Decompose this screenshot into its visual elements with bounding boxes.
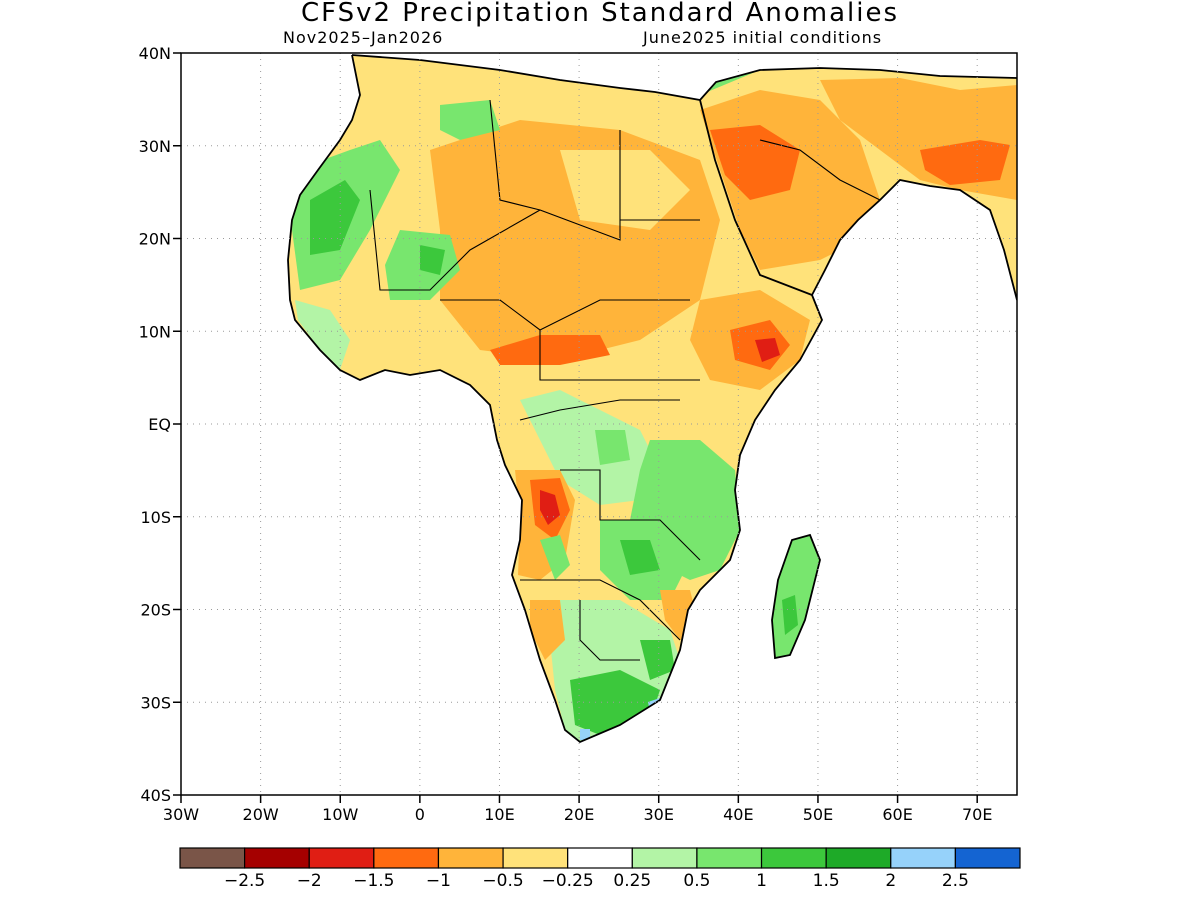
lat-label: 20N — [139, 230, 171, 249]
colorbar-swatch — [760, 847, 827, 869]
colorbar-swatch — [244, 847, 310, 869]
lat-label: 40S — [140, 786, 171, 805]
colorbar-label: 2.5 — [942, 871, 969, 891]
initial-conditions: June2025 initial conditions — [643, 28, 883, 47]
lat-label: EQ — [148, 415, 171, 434]
lon-label: 20W — [243, 805, 279, 824]
colorbar-label: −2 — [297, 871, 322, 891]
colorbar-label: −1.5 — [353, 871, 394, 891]
colorbar-swatch — [954, 847, 1021, 869]
colorbar-swatch — [825, 847, 892, 869]
lon-label: 60E — [882, 805, 912, 824]
colorbar-swatch — [567, 847, 633, 869]
colorbar-label: −0.25 — [542, 871, 594, 891]
colorbar-label: −2.5 — [224, 871, 265, 891]
country-borders — [369, 99, 881, 661]
lon-label: 30W — [163, 805, 199, 824]
lat-label: 30S — [140, 693, 171, 712]
colorbar-label: 1.5 — [813, 871, 840, 891]
lon-label: 50E — [803, 805, 833, 824]
colorbar-swatch — [373, 847, 440, 869]
colorbar-swatch — [179, 847, 246, 869]
lat-label: 40N — [139, 44, 171, 63]
lat-label: 10N — [139, 322, 171, 341]
colorbar-swatch — [437, 847, 504, 869]
grid-lines — [181, 53, 1017, 795]
colorbar-swatch — [696, 847, 763, 869]
colorbar-label: −0.5 — [482, 871, 523, 891]
colorbar-label: −1 — [426, 871, 451, 891]
lat-label: 20S — [140, 601, 171, 620]
lon-label: 70E — [962, 805, 992, 824]
anomaly-shading — [288, 55, 1017, 742]
colorbar-swatch — [502, 847, 569, 869]
lon-label: 0 — [415, 805, 425, 824]
lon-label: 10W — [322, 805, 358, 824]
colorbar-swatch — [890, 847, 956, 869]
colorbar-label: 0.5 — [683, 871, 710, 891]
coastlines — [287, 54, 1017, 744]
colorbar-label: 2 — [885, 871, 896, 891]
lat-label: 10S — [140, 508, 171, 527]
forecast-period: Nov2025–Jan2026 — [283, 28, 444, 47]
colorbar-label: 0.25 — [613, 871, 651, 891]
colorbar: −2.5 −2 −1.5 −1 −0.5 −0.25 0.25 0.5 1 1.5 2 2.5 — [179, 847, 1021, 891]
lon-label: 30E — [643, 805, 673, 824]
map-title: CFSv2 Precipitation Standard Anomalies — [300, 0, 900, 28]
lat-label: 30N — [139, 137, 171, 156]
colorbar-label: 1 — [756, 871, 767, 891]
colorbar-swatch — [631, 847, 698, 869]
lon-label: 20E — [564, 805, 594, 824]
colorbar-swatch — [308, 847, 375, 869]
lon-label: 40E — [723, 805, 753, 824]
lon-label: 10E — [484, 805, 514, 824]
